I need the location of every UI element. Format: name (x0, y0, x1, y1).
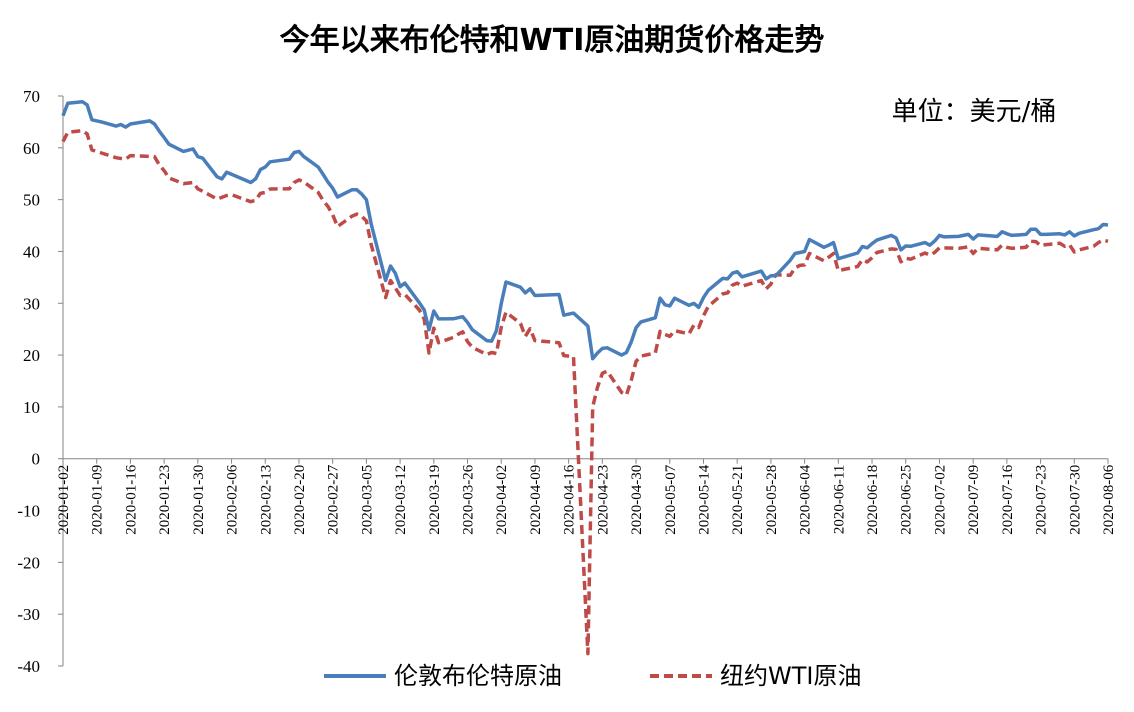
series-layer (61, 99, 1109, 656)
x-tick-label: 2020-03-19 (427, 465, 443, 535)
x-tick-label: 2020-05-07 (663, 464, 679, 534)
x-tick-label: 2020-03-12 (393, 465, 409, 535)
unit-label: 单位：美元/桶 (892, 97, 1057, 127)
x-tick-label: 2020-01-09 (90, 465, 106, 535)
x-tick-label: 2020-07-30 (1067, 465, 1083, 535)
y-tick-label: 40 (23, 242, 40, 261)
legend-label-wti: 纽约WTI原油 (720, 662, 861, 690)
x-tick-label: 2020-01-16 (123, 464, 139, 534)
x-tick-label: 2020-04-30 (629, 465, 645, 535)
x-tick-label: 2020-03-05 (359, 465, 375, 535)
x-tick-label: 2020-03-26 (461, 464, 477, 534)
x-tick-label: 2020-01-30 (191, 465, 207, 535)
x-tick-label: 2020-02-06 (225, 464, 241, 534)
legend: 伦敦布伦特原油 纽约WTI原油 (324, 662, 861, 690)
x-tick-label: 2020-06-25 (899, 465, 915, 535)
series-line-wti (61, 128, 1109, 656)
series-line-brent (61, 99, 1109, 361)
y-tick-label: -20 (17, 553, 40, 572)
x-tick-label: 2020-01-23 (157, 465, 173, 535)
x-tick-label: 2020-05-28 (764, 465, 780, 535)
y-tick-label: 70 (23, 87, 40, 106)
x-tick-label: 2020-06-11 (831, 465, 847, 534)
y-tick-label: 50 (23, 191, 40, 210)
y-tick-label: 10 (23, 398, 40, 417)
chart-title: 今年以来布伦特和WTI原油期货价格走势 (280, 23, 825, 58)
x-tick-label: 2020-02-27 (326, 464, 342, 534)
x-tick-label: 2020-07-16 (1000, 464, 1016, 534)
axes: 70 60 50 40 30 20 10 0 -10 -20 -30 -40 2020-01-02 202… (17, 87, 1117, 676)
y-tick-label: -40 (17, 657, 40, 676)
y-tick-label: 20 (23, 346, 40, 365)
x-tick-label: 2020-04-09 (528, 465, 544, 535)
y-tick-label: 0 (32, 450, 41, 469)
y-tick-label: -30 (17, 605, 40, 624)
y-tick-label: 30 (23, 294, 40, 313)
x-tick-label: 2020-05-14 (696, 464, 712, 534)
x-tick-label: 2020-05-21 (730, 465, 746, 535)
x-tick-label: 2020-07-02 (932, 465, 948, 535)
x-tick-label: 2020-06-18 (865, 465, 881, 535)
x-tick-label: 2020-04-16 (562, 464, 578, 534)
x-tick-label: 2020-01-02 (56, 465, 72, 535)
x-tick-label: 2020-07-23 (1034, 465, 1050, 535)
x-tick-label: 2020-04-23 (595, 465, 611, 535)
x-tick-label: 2020-07-09 (966, 465, 982, 535)
x-tick-label: 2020-08-06 (1101, 464, 1117, 534)
x-tick-label: 2020-02-20 (292, 465, 308, 535)
x-tick-label: 2020-02-13 (258, 465, 274, 535)
legend-label-brent: 伦敦布伦特原油 (394, 662, 562, 690)
y-tick-label: 60 (23, 139, 40, 158)
x-tick-label: 2020-06-04 (798, 464, 814, 534)
x-tick-label: 2020-04-02 (494, 465, 510, 535)
y-tick-label: -10 (17, 502, 40, 521)
